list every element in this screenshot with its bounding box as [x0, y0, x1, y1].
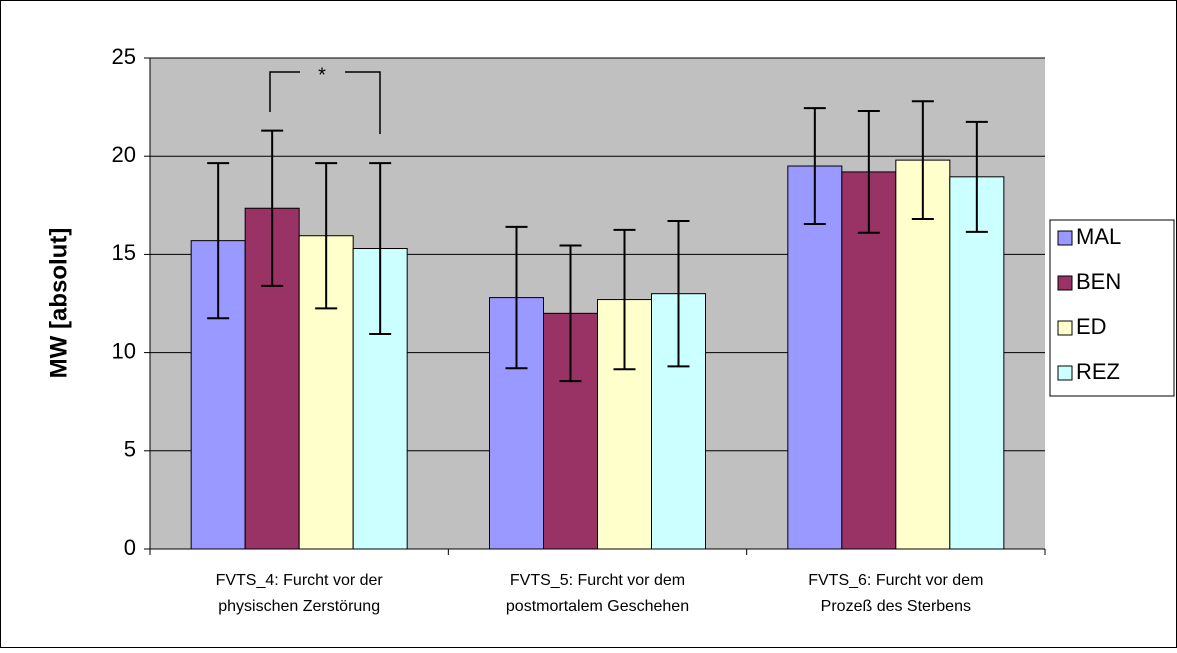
bar	[895, 159, 951, 550]
x-tick-label: physischen Zerstörung	[218, 598, 380, 615]
legend-swatch	[1057, 320, 1073, 336]
x-tick-label: FVTS_5: Furcht vor dem	[510, 572, 685, 589]
x-tick-label: Prozeß des Sterbens	[821, 598, 971, 615]
y-tick-label: 20	[112, 142, 136, 167]
bar	[841, 171, 897, 550]
legend-swatch	[1057, 275, 1073, 291]
error-bar	[261, 129, 284, 287]
legend-label: ED	[1076, 314, 1107, 339]
x-tick-label: postmortalem Geschehen	[506, 598, 689, 615]
error-bar	[369, 162, 392, 335]
bar	[244, 207, 300, 550]
x-tick-label: FVTS_6: Furcht vor dem	[808, 572, 983, 589]
error-bar	[505, 225, 528, 370]
legend-label: MAL	[1076, 224, 1121, 249]
error-bar	[911, 100, 934, 221]
error-bar	[559, 244, 582, 383]
error-bar	[857, 110, 880, 234]
y-axis-label: MW [absolut]	[45, 228, 72, 379]
error-bar	[667, 220, 690, 368]
significance-label: *	[318, 64, 326, 86]
error-bar	[965, 120, 988, 233]
significance-bracket	[269, 71, 381, 134]
y-tick-label: 25	[112, 44, 136, 69]
bar	[787, 165, 843, 550]
y-tick-label: 10	[112, 338, 136, 363]
error-bar	[315, 162, 338, 310]
legend-label: REZ	[1076, 359, 1120, 384]
y-tick-label: 5	[124, 437, 136, 462]
error-bar	[803, 107, 826, 225]
x-tick-label: FVTS_4: Furcht vor der	[216, 572, 384, 589]
y-tick-label: 0	[124, 535, 136, 560]
error-bar	[613, 228, 636, 371]
error-bar	[207, 162, 230, 320]
legend-swatch	[1057, 230, 1073, 246]
legend-label: BEN	[1076, 269, 1121, 294]
bar	[949, 176, 1005, 550]
legend-swatch	[1057, 365, 1073, 381]
y-tick-label: 15	[112, 240, 136, 265]
